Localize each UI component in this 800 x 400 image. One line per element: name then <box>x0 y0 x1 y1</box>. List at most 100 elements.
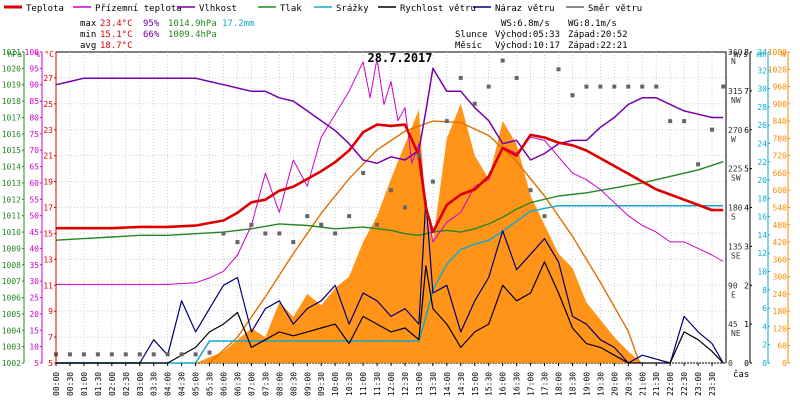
x-axis-tick-label: 04:30 <box>178 372 187 396</box>
left-axis-unit: °C <box>44 50 54 59</box>
wind-direction-point <box>458 75 463 80</box>
x-axis-tick-label: 08:30 <box>289 372 298 396</box>
wind-direction-point <box>235 240 240 245</box>
left-axis-tick-label: 90 <box>29 81 39 90</box>
legend-item-teplota: Teplota <box>4 4 64 14</box>
x-axis-tick-label: 14:30 <box>457 372 466 396</box>
right-axis-tick-label: 780 <box>773 134 788 143</box>
wind-direction-point <box>542 214 547 219</box>
right-axis-tick-label: 600 <box>773 186 788 195</box>
wind-direction-point <box>207 350 212 355</box>
wind-direction-point <box>570 93 575 98</box>
left-axis-tick-label: 40 <box>29 244 39 253</box>
legend-label: Teplota <box>26 4 64 14</box>
right-axis-tick-label: 32 <box>757 66 767 75</box>
right-axis-tick-label: 34 <box>757 48 767 57</box>
right-axis-unit: mm <box>756 50 766 59</box>
x-axis-tick-label: 00:30 <box>66 372 75 396</box>
left-axis-tick-label: 60 <box>29 179 39 188</box>
wind-direction-point <box>402 205 407 210</box>
left-axis-tick-label: 1018 <box>2 97 21 106</box>
left-axis-tick-label: 1019 <box>2 81 21 90</box>
stat-max-press: 1014.9hPa <box>168 19 217 29</box>
moon-label: Měsíc <box>455 41 482 51</box>
x-axis-tick-label: 10:30 <box>345 372 354 396</box>
left-axis-tick-label: 1008 <box>2 261 21 270</box>
right-axis-tick-label: 16 <box>757 213 767 222</box>
legend-item-naraz-vetru: Náraz větru <box>473 4 555 14</box>
left-axis-tick-label: 75 <box>29 130 39 139</box>
x-axis-tick-label: 23:30 <box>708 372 717 396</box>
legend-label: Směr větru <box>588 4 642 14</box>
left-axis-tick-label: 1003 <box>2 343 21 352</box>
left-axis-tick-label: 1005 <box>2 310 21 319</box>
wind-direction-point <box>263 231 268 236</box>
left-axis-tick-label: 11 <box>43 281 53 290</box>
wind-direction-point <box>472 101 477 106</box>
x-axis-tick-label: 11:00 <box>359 372 368 396</box>
wind-direction-point <box>319 222 324 227</box>
right-axis-tick-label: 8 <box>744 48 749 57</box>
series-teoretick-z-en- <box>209 120 641 364</box>
legend-label: Náraz větru <box>495 4 555 14</box>
right-axis-tick-label: 90 <box>728 281 738 290</box>
right-axis-tick-label: 240 <box>773 290 788 299</box>
x-axis-tick-label: 19:30 <box>596 372 605 396</box>
x-axis-tick-label: 18:00 <box>555 372 564 396</box>
right-axis-unit: W <box>781 50 786 59</box>
sun-rise: Východ:05:33 <box>495 30 560 40</box>
left-axis-tick-label: 1020 <box>2 64 21 73</box>
right-axis-tick-label: 2 <box>744 281 749 290</box>
x-axis-tick-label: 08:00 <box>275 372 284 396</box>
stat-max-label: max <box>80 19 97 29</box>
wind-direction-point <box>598 84 603 89</box>
x-axis-tick-label: 17:00 <box>527 372 536 396</box>
left-axis-tick-label: 55 <box>29 195 39 204</box>
wind-direction-point <box>137 352 142 357</box>
left-axis-tick-label: 1014 <box>2 163 21 172</box>
x-axis-tick-label: 02:00 <box>108 372 117 396</box>
left-axis-tick-label: 35 <box>29 261 39 270</box>
left-axis-tick-label: 85 <box>29 97 39 106</box>
x-axis-tick-label: 12:00 <box>387 372 396 396</box>
wind-direction-point <box>375 222 380 227</box>
wind-direction-point <box>486 84 491 89</box>
wind-direction-point <box>305 214 310 219</box>
right-axis-tick-label: 18 <box>757 194 767 203</box>
right-axis-tick-label: 360 <box>773 255 788 264</box>
right-axis-tick-label: 24 <box>757 139 767 148</box>
legend-label: Tlak <box>280 4 302 14</box>
wind-direction-point <box>333 231 338 236</box>
wind-direction-point <box>584 84 589 89</box>
x-axis-tick-label: 05:00 <box>192 372 201 396</box>
left-axis-tick-label: 5 <box>34 359 39 368</box>
right-axis-tick-label: 12 <box>757 249 767 258</box>
left-axis-tick-label: 1002 <box>2 359 21 368</box>
wind-direction-point <box>361 170 366 175</box>
left-axis-tick-label: 19 <box>43 178 53 187</box>
series-solar-radiation <box>56 103 724 364</box>
left-axis-tick-label: 27 <box>43 74 53 83</box>
x-axis-tick-label: 06:30 <box>233 372 242 396</box>
wind-direction-point <box>193 352 198 357</box>
right-axis-tick-label: 3 <box>744 242 749 251</box>
wind-direction-point <box>151 352 156 357</box>
x-axis-tick-label: 03:00 <box>136 372 145 396</box>
axes: hPa1002100310041005100610071008100910101… <box>2 48 790 396</box>
left-axis-unit: hPa <box>8 50 23 59</box>
left-axis-tick-label: 100 <box>25 48 40 57</box>
right-axis-tick-label: 30 <box>757 85 767 94</box>
stat-max-rain: 17.2mm <box>222 19 255 29</box>
wind-direction-point <box>612 84 617 89</box>
left-axis-tick-label: 9 <box>48 307 53 316</box>
x-axis-tick-label: 02:30 <box>122 372 131 396</box>
x-axis-tick-label: 10:00 <box>331 372 340 396</box>
left-axis-tick-label: 1015 <box>2 146 21 155</box>
chart-title: 28.7.2017 <box>367 51 432 65</box>
wind-direction-point <box>528 188 533 193</box>
right-axis-tick-label: 315 <box>728 87 743 96</box>
right-axis-direction-label: NE <box>731 329 741 338</box>
right-axis-direction-label: NW <box>731 96 741 105</box>
stat-min-temp: 15.1°C <box>100 30 133 40</box>
right-axis-unit: ° <box>728 50 733 59</box>
